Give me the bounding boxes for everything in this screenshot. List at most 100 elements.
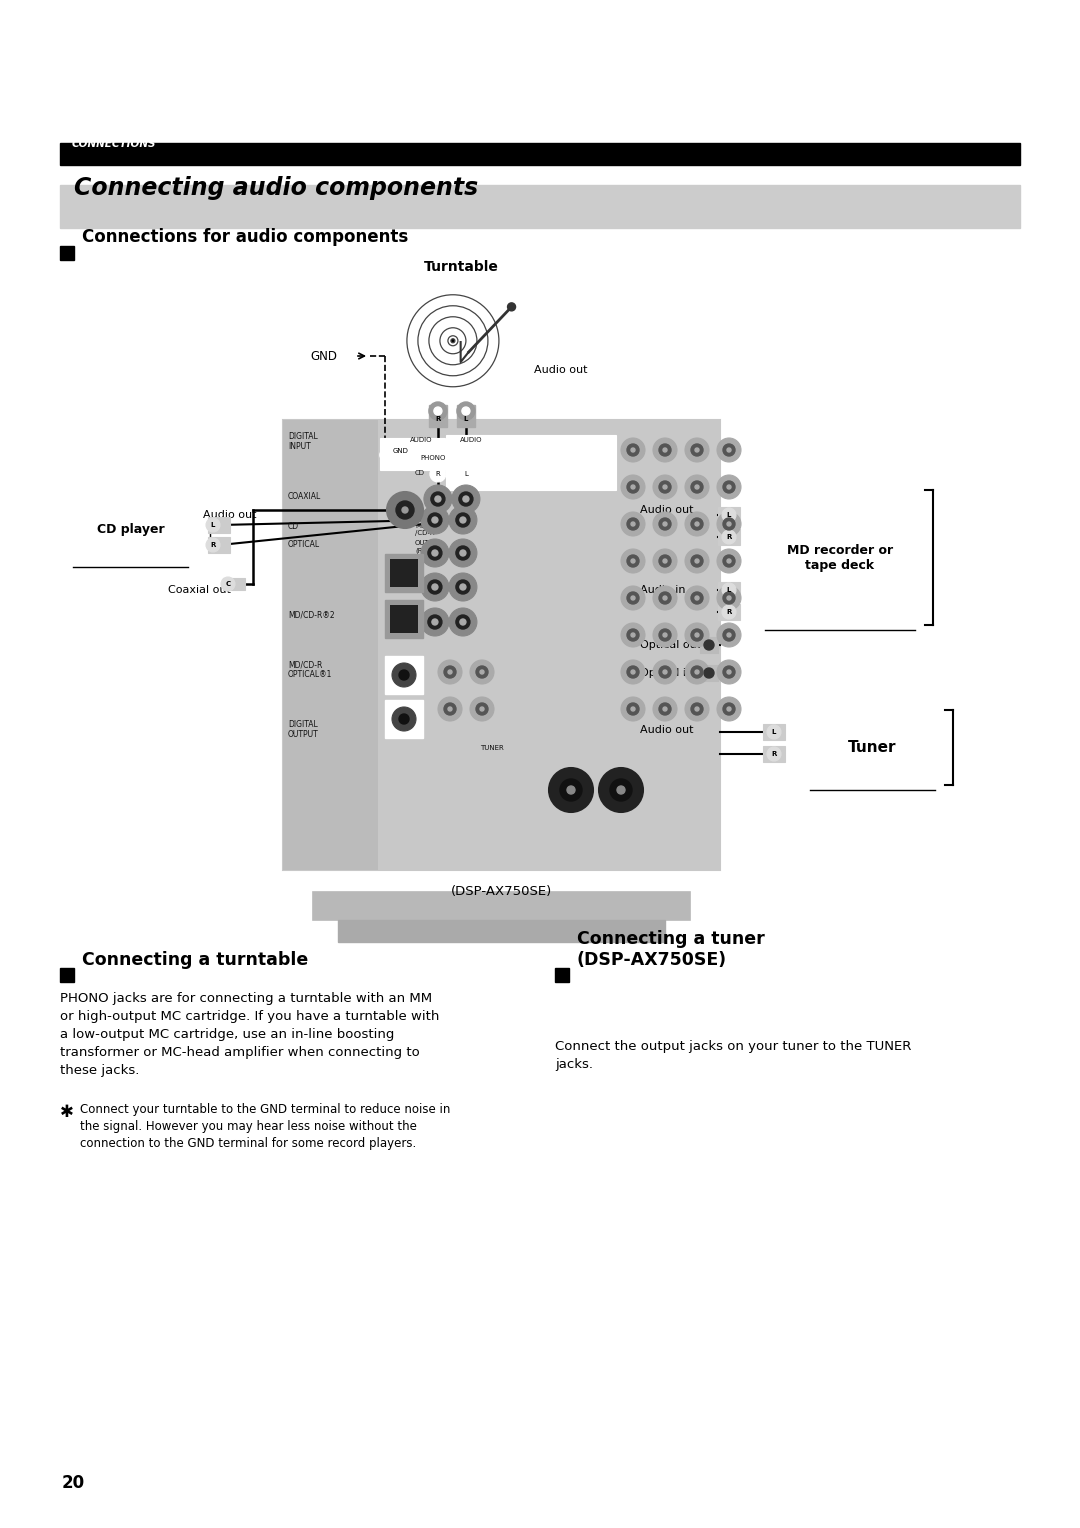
Circle shape (627, 555, 639, 567)
Circle shape (456, 545, 470, 559)
Circle shape (767, 724, 781, 740)
Circle shape (723, 518, 735, 530)
Circle shape (456, 581, 470, 594)
Circle shape (460, 619, 465, 625)
Circle shape (392, 663, 416, 688)
Text: Tuner: Tuner (848, 740, 896, 755)
Bar (60, 969, 75, 983)
Circle shape (696, 633, 699, 637)
Circle shape (723, 591, 735, 604)
Circle shape (727, 633, 731, 637)
Circle shape (631, 523, 635, 526)
Circle shape (206, 518, 220, 532)
Circle shape (685, 475, 708, 500)
Bar (755, 490, 924, 625)
Text: R: R (727, 610, 731, 614)
Text: MD/CD-R
OPTICAL®1: MD/CD-R OPTICAL®1 (288, 660, 333, 680)
Circle shape (432, 619, 437, 625)
Circle shape (653, 697, 677, 721)
Circle shape (696, 707, 699, 711)
Circle shape (627, 630, 639, 642)
Circle shape (659, 666, 671, 678)
Circle shape (428, 581, 442, 594)
Circle shape (717, 660, 741, 685)
Circle shape (685, 623, 708, 646)
Text: Audio out: Audio out (534, 365, 588, 374)
Circle shape (727, 484, 731, 489)
Bar (60, 246, 75, 260)
Text: Turntable: Turntable (424, 260, 499, 274)
Circle shape (627, 518, 639, 530)
Text: AUDIO: AUDIO (410, 437, 432, 443)
Circle shape (444, 666, 456, 678)
Circle shape (691, 518, 703, 530)
Bar (208, 516, 230, 533)
Bar (762, 724, 785, 740)
Bar (384, 555, 423, 591)
Text: R: R (435, 416, 441, 422)
Text: Audio out: Audio out (640, 724, 693, 735)
Text: IN
(PLAY): IN (PLAY) (415, 504, 437, 518)
Circle shape (599, 769, 643, 811)
Circle shape (462, 406, 470, 416)
Text: PHONO: PHONO (420, 455, 445, 461)
Text: L: L (464, 471, 468, 477)
Bar (63, 497, 198, 562)
Text: GND: GND (310, 350, 337, 364)
Text: DIGITAL
INPUT: DIGITAL INPUT (288, 432, 318, 451)
Circle shape (429, 402, 447, 420)
Circle shape (659, 518, 671, 530)
Circle shape (691, 703, 703, 715)
Text: L: L (772, 729, 777, 735)
Circle shape (449, 608, 477, 636)
Circle shape (448, 669, 453, 674)
Circle shape (659, 555, 671, 567)
Circle shape (627, 591, 639, 604)
Circle shape (460, 584, 465, 590)
Circle shape (396, 501, 414, 520)
Text: CD: CD (415, 471, 426, 477)
Bar (800, 711, 945, 785)
Bar (283, 420, 378, 869)
Circle shape (723, 584, 735, 597)
Circle shape (460, 550, 465, 556)
Text: MD/CD-R®2: MD/CD-R®2 (288, 610, 335, 619)
Circle shape (659, 591, 671, 604)
Text: Coaxial out: Coaxial out (168, 585, 231, 594)
Circle shape (717, 697, 741, 721)
Bar (60, 144, 1020, 165)
Circle shape (631, 448, 635, 452)
Text: Optical out: Optical out (640, 640, 701, 649)
Circle shape (685, 439, 708, 461)
Circle shape (659, 630, 671, 642)
Circle shape (653, 587, 677, 610)
Circle shape (421, 608, 449, 636)
Circle shape (438, 660, 462, 685)
Circle shape (717, 549, 741, 573)
Circle shape (727, 523, 731, 526)
Text: AUDIO: AUDIO (460, 437, 483, 443)
Circle shape (432, 550, 437, 556)
Text: C: C (226, 581, 230, 587)
Bar (338, 920, 665, 941)
Bar (384, 601, 423, 639)
Text: Audio out: Audio out (203, 510, 257, 520)
Circle shape (451, 339, 455, 342)
Text: R: R (727, 533, 731, 539)
Circle shape (659, 481, 671, 494)
Circle shape (653, 549, 677, 573)
Circle shape (659, 703, 671, 715)
Circle shape (470, 660, 494, 685)
Text: R: R (771, 750, 777, 756)
Circle shape (663, 669, 667, 674)
Circle shape (621, 512, 645, 536)
Text: 20: 20 (62, 1475, 85, 1491)
Text: Connecting audio components: Connecting audio components (75, 176, 478, 200)
Text: Connecting a turntable: Connecting a turntable (82, 950, 308, 969)
Circle shape (451, 484, 480, 513)
Circle shape (663, 559, 667, 562)
Circle shape (456, 614, 470, 630)
Circle shape (663, 523, 667, 526)
Circle shape (717, 512, 741, 536)
Circle shape (723, 666, 735, 678)
